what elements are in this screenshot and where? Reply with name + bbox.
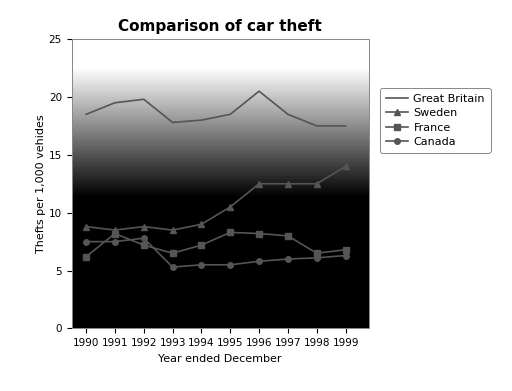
Great Britain [314,124,320,128]
France [83,254,89,259]
Sweden [83,224,89,229]
Canada [141,236,147,240]
Great Britain [83,112,89,117]
Legend: Great Britain, Sweden, France, Canada: Great Britain, Sweden, France, Canada [380,88,490,152]
Y-axis label: Thefts per 1,000 vehides: Thefts per 1,000 vehides [36,115,46,253]
Great Britain [169,120,176,125]
Canada [256,259,262,264]
Sweden [112,228,118,232]
Line: Sweden: Sweden [83,163,348,233]
France [112,231,118,236]
Line: Great Britain: Great Britain [86,91,346,126]
Canada [112,239,118,244]
Sweden [256,181,262,186]
Canada [169,265,176,269]
Canada [343,253,349,258]
Sweden [227,204,233,209]
Canada [314,255,320,260]
X-axis label: Year ended December: Year ended December [158,354,282,364]
Great Britain [112,100,118,105]
Canada [83,239,89,244]
Great Britain [256,89,262,93]
France [227,230,233,235]
Great Britain [198,118,204,122]
Great Britain [227,112,233,117]
France [169,251,176,256]
Sweden [314,181,320,186]
Sweden [285,181,291,186]
Sweden [343,164,349,169]
Canada [198,262,204,267]
France [141,243,147,248]
France [343,248,349,252]
France [314,251,320,256]
Title: Comparison of car theft: Comparison of car theft [118,19,322,34]
Line: Canada: Canada [83,235,348,270]
France [285,233,291,238]
Great Britain [343,124,349,128]
France [256,231,262,236]
Sweden [198,222,204,227]
Line: France: France [83,230,348,260]
Sweden [169,228,176,232]
Great Britain [141,97,147,102]
Canada [227,262,233,267]
Canada [285,256,291,261]
Great Britain [285,112,291,117]
Sweden [141,224,147,229]
France [198,243,204,248]
